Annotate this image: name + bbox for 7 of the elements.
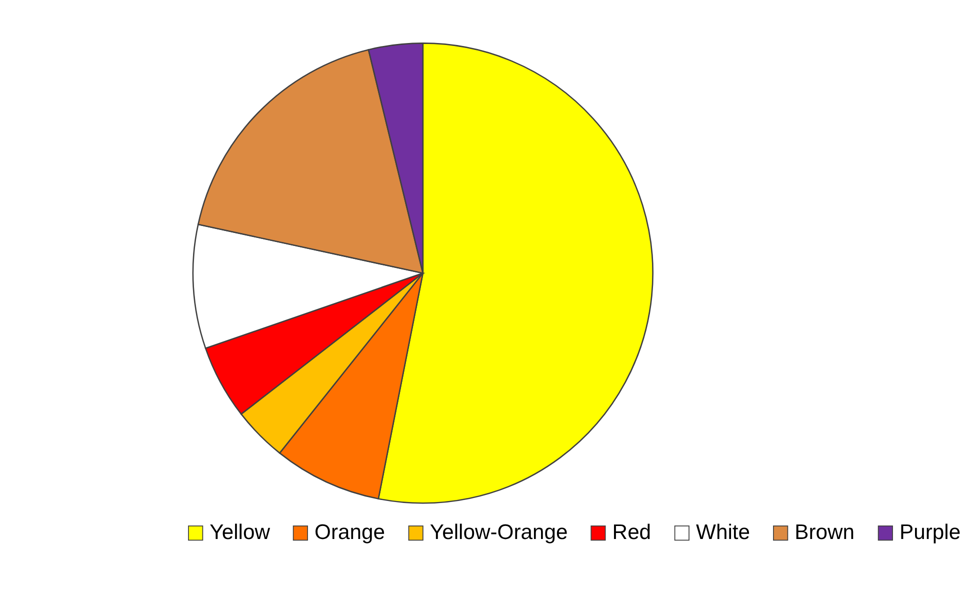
legend-label: Purple xyxy=(900,521,961,544)
legend-label: White xyxy=(696,521,750,544)
legend-label: Yellow xyxy=(210,521,271,544)
legend-label: Red xyxy=(612,521,652,544)
legend-label: Brown xyxy=(794,521,855,544)
legend-label: Orange xyxy=(314,521,385,544)
legend-label: Yellow-Orange xyxy=(430,521,568,544)
